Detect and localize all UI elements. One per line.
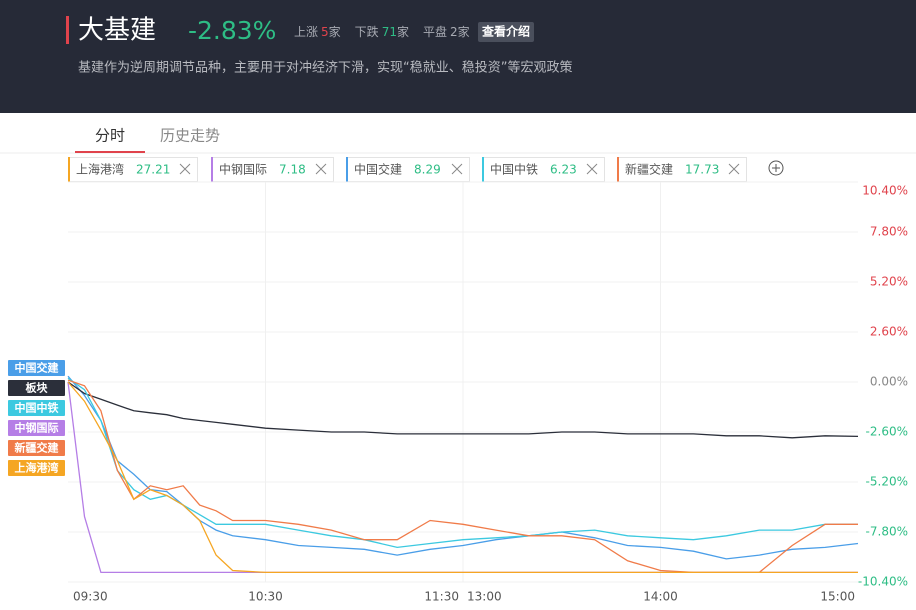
x-tick-label: 10:30 — [248, 590, 283, 604]
stat-label: 平盘 — [423, 24, 447, 39]
legend-tag — [8, 440, 65, 456]
legend-tag — [8, 360, 65, 376]
tab[interactable]: 分时 — [95, 127, 125, 145]
chip-name: 中钢国际 — [219, 162, 267, 177]
title: 大基建 — [78, 16, 156, 46]
legend-label: 中钢国际 — [15, 421, 59, 435]
legend-label: 中国中铁 — [15, 401, 59, 415]
stat-label: 上涨 — [294, 24, 318, 39]
legend-label: 新疆交建 — [15, 441, 60, 455]
x-tick-label: 11:30 — [424, 590, 459, 604]
x-tick-label: 09:30 — [73, 590, 108, 604]
chip-name: 中国中铁 — [490, 162, 538, 177]
x-tick-label: 14:00 — [643, 590, 678, 604]
stats: 上涨 5家 下跌 71家 平盘 2家 — [294, 24, 470, 39]
legend-label: 上海港湾 — [15, 461, 59, 475]
chip-close[interactable] — [728, 163, 740, 175]
title-accent — [66, 16, 69, 44]
stat-unit: 家 — [458, 24, 470, 39]
x-tick-label: 15:00 — [820, 590, 855, 604]
chip-price: 17.73 — [685, 163, 719, 177]
chip-price: 8.29 — [414, 163, 441, 177]
chip-price: 6.23 — [550, 163, 577, 177]
tab-underline — [75, 151, 145, 153]
intro-button-label[interactable]: 查看介绍 — [481, 24, 530, 39]
legend-label: 板块 — [26, 381, 49, 395]
stat-unit: 家 — [329, 24, 341, 39]
stat-count: 5 — [321, 25, 329, 39]
x-tick-label: 13:00 — [467, 590, 502, 604]
chip-accent — [68, 157, 70, 182]
chip-price: 7.18 — [279, 163, 306, 177]
description: 基建作为逆周期调节品种，主要用于对冲经济下滑，实现“稳就业、稳投资”等宏观政策 — [78, 60, 572, 76]
y-tick-label: 0.00% — [870, 375, 908, 389]
stat-count: 2 — [450, 25, 458, 39]
series-line — [67, 381, 859, 439]
stat-label: 下跌 — [355, 24, 379, 39]
series-line — [67, 377, 858, 549]
chip-name: 上海港湾 — [76, 162, 124, 177]
chip-close[interactable] — [586, 163, 598, 175]
add-button[interactable] — [768, 160, 784, 176]
chip-name: 中国交建 — [354, 162, 402, 177]
series-line — [67, 381, 858, 574]
legend-tag — [8, 460, 65, 476]
chip-name: 新疆交建 — [625, 162, 673, 177]
y-tick-label: 5.20% — [870, 275, 908, 289]
legend-tag — [8, 380, 65, 396]
y-tick-label: -7.80% — [866, 525, 908, 539]
y-tick-label: 2.60% — [870, 325, 908, 339]
chip-close[interactable] — [315, 163, 327, 175]
chip-accent — [211, 157, 213, 182]
add-icon — [772, 164, 780, 172]
change: -2.83% — [188, 16, 276, 45]
y-tick-label: -2.60% — [866, 425, 908, 439]
tab[interactable]: 历史走势 — [160, 127, 220, 145]
stat-count: 71 — [382, 25, 397, 39]
chip-accent — [346, 157, 348, 182]
y-tick-label: 10.40% — [862, 184, 908, 198]
intro-button[interactable] — [478, 22, 534, 42]
y-tick-label: 7.80% — [870, 225, 908, 239]
legend-tag — [8, 400, 65, 416]
header-bg — [0, 0, 916, 113]
chip-close[interactable] — [179, 163, 191, 175]
chip-close[interactable] — [451, 163, 463, 175]
y-tick-label: -5.20% — [866, 475, 908, 489]
chip-accent — [617, 157, 619, 182]
chip-accent — [482, 157, 484, 182]
chip-price: 27.21 — [136, 163, 170, 177]
legend-tag — [8, 420, 65, 436]
stat-unit: 家 — [397, 24, 409, 39]
y-tick-label: -10.40% — [858, 575, 908, 589]
series-line — [67, 375, 859, 560]
legend-label: 中国交建 — [15, 361, 60, 375]
